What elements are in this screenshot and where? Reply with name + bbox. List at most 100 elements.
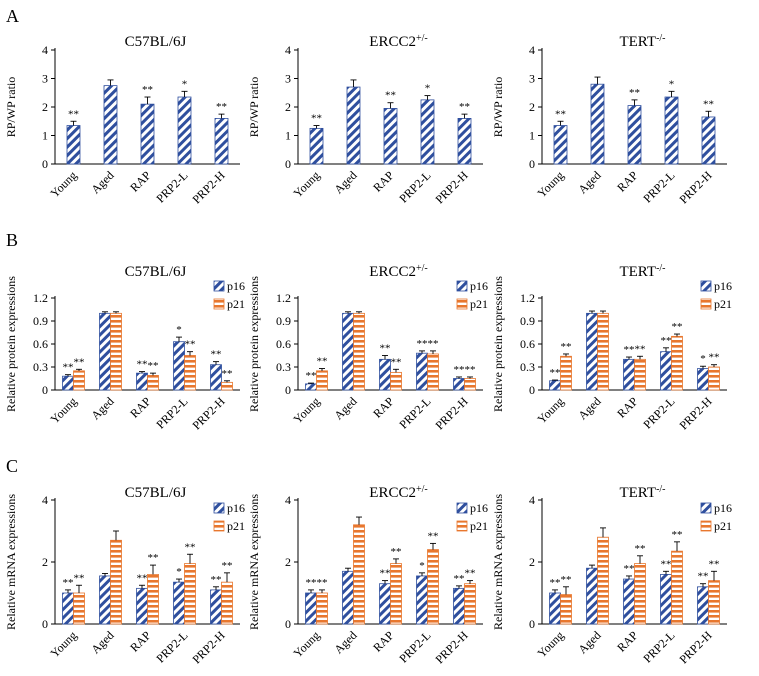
category-label: PRP2-H xyxy=(676,394,714,432)
bar-p21 xyxy=(221,381,233,391)
legend-label-p16: p16 xyxy=(227,279,245,293)
bar-p16 xyxy=(136,372,148,391)
bar-p21 xyxy=(316,370,328,391)
bar-p16 xyxy=(549,380,561,391)
significance-label: ** xyxy=(317,356,328,368)
category-label: Aged xyxy=(331,394,359,422)
significance-label: ** xyxy=(63,577,74,589)
significance-label: ** xyxy=(63,362,74,374)
category-label: RAP xyxy=(370,394,397,421)
significance-label: ** xyxy=(428,338,439,350)
category-label: PRP2-H xyxy=(432,628,470,666)
chart-title: ERCC2+/- xyxy=(369,263,427,281)
legend-label-p16: p16 xyxy=(470,279,488,293)
bar-value xyxy=(66,125,81,165)
legend-swatch-p16 xyxy=(456,280,468,292)
category-label: RAP xyxy=(614,628,641,655)
bar-p16 xyxy=(210,589,222,625)
bar-p16 xyxy=(173,341,185,391)
significance-label: ** xyxy=(211,349,222,361)
y-tick-label: 0.9 xyxy=(520,314,535,328)
category-label: PRP2-H xyxy=(189,628,227,666)
chart-1-2: TERT-/- Relative protein expressions 0 0.3 0… xyxy=(491,263,732,433)
y-axis-label: Relative mRNA expressions xyxy=(4,494,18,630)
category-label: Young xyxy=(47,628,79,660)
bar-value xyxy=(140,103,155,165)
significance-label: ** xyxy=(428,530,439,542)
category-label: PRP2-L xyxy=(153,394,190,431)
legend-swatch-p16 xyxy=(700,502,712,514)
y-tick-label: 0 xyxy=(42,157,48,171)
significance-label: ** xyxy=(709,352,720,364)
bar-p16 xyxy=(136,587,148,625)
significance-label: ** xyxy=(380,568,391,580)
category-label: Aged xyxy=(331,168,359,196)
significance-label: ** xyxy=(148,552,159,564)
category-label: Young xyxy=(290,628,322,660)
significance-label: ** xyxy=(624,344,635,356)
significance-label: ** xyxy=(380,343,391,355)
chart-0-2: TERT-/- RP/WP ratio 0 1 2 3 4 ** Young Aged ** RAP *… xyxy=(491,33,727,206)
y-tick-label: 0.9 xyxy=(33,314,48,328)
significance-label: * xyxy=(176,324,182,336)
chart-title-superscript: -/- xyxy=(656,263,665,274)
significance-label: ** xyxy=(629,87,640,99)
chart-title: TERT-/- xyxy=(619,484,665,502)
significance-label: * xyxy=(425,83,431,95)
y-tick-label: 0 xyxy=(42,617,48,631)
chart-title: TERT-/- xyxy=(619,263,665,281)
bar-p16 xyxy=(173,581,185,625)
legend-label-p16: p16 xyxy=(470,501,488,515)
bar-p21 xyxy=(671,550,683,625)
bar-p16 xyxy=(305,383,317,391)
bar-value xyxy=(553,125,568,165)
y-tick-label: 3 xyxy=(42,72,48,86)
significance-label: ** xyxy=(672,321,683,333)
significance-label: * xyxy=(176,566,182,578)
bar-value xyxy=(701,116,716,165)
significance-label: ** xyxy=(317,577,328,589)
legend-label-p21: p21 xyxy=(227,297,245,311)
legend-swatch-p21 xyxy=(700,520,712,532)
bar-p16 xyxy=(660,574,672,625)
bar-p16 xyxy=(305,592,317,625)
legend-label-p16: p16 xyxy=(714,501,732,515)
significance-label: ** xyxy=(465,568,476,580)
bar-p21 xyxy=(597,536,609,625)
y-tick-label: 0.6 xyxy=(520,337,535,351)
category-label: RAP xyxy=(127,168,154,195)
y-tick-label: 1 xyxy=(42,129,48,143)
bar-p16 xyxy=(697,368,709,391)
bar-value xyxy=(420,99,435,165)
y-tick-label: 4 xyxy=(529,43,535,57)
category-label: PRP2-H xyxy=(676,628,714,666)
bar-p16 xyxy=(342,570,354,625)
legend-label-p21: p21 xyxy=(714,519,732,533)
significance-label: ** xyxy=(385,90,396,102)
bar-p21 xyxy=(110,312,122,391)
legend-swatch-p21 xyxy=(700,298,712,310)
category-label: RAP xyxy=(127,628,154,655)
category-label: Young xyxy=(534,628,566,660)
legend-swatch-p16 xyxy=(213,280,225,292)
significance-label: ** xyxy=(635,543,646,555)
chart-title-superscript: -/- xyxy=(656,484,665,495)
category-label: Young xyxy=(534,168,566,200)
y-tick-label: 4 xyxy=(42,43,48,57)
y-tick-label: 1.2 xyxy=(276,291,291,305)
category-label: PRP2-L xyxy=(396,168,433,205)
y-tick-label: 2 xyxy=(42,555,48,569)
bar-p21 xyxy=(597,312,609,391)
y-tick-label: 2 xyxy=(285,555,291,569)
significance-label: ** xyxy=(306,577,317,589)
category-label: PRP2-L xyxy=(396,394,433,431)
bar-value xyxy=(309,127,324,165)
category-label: PRP2-L xyxy=(640,168,677,205)
significance-label: ** xyxy=(185,541,196,553)
bar-p16 xyxy=(99,312,111,391)
legend-swatch-p21 xyxy=(213,298,225,310)
category-label: RAP xyxy=(614,168,641,195)
chart-title-superscript: +/- xyxy=(416,484,428,495)
bar-p21 xyxy=(634,563,646,625)
